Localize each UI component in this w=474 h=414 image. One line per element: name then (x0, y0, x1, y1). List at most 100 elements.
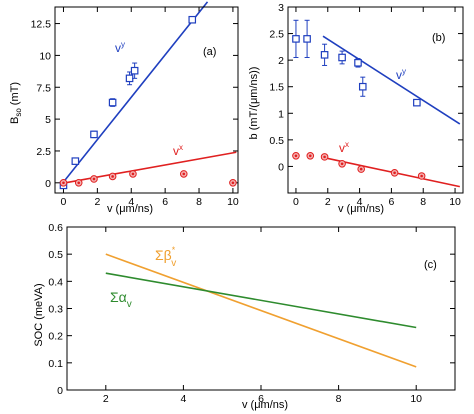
panel-a-ticks: 0 2 4 6 8 10 0 2.5 5 7.5 10 12.5 (31, 7, 239, 208)
panel-b-xtick-label: 8 (420, 196, 426, 208)
panel-b-series-1-point-core (359, 167, 363, 171)
panel-a-series-0-point (125, 74, 134, 83)
panel-a-series-0-point (71, 157, 80, 165)
panel-c-ytick-label: 0 (57, 385, 63, 397)
panel-a-xtick-label: 2 (94, 196, 100, 208)
panel-b-xtick-label: 4 (357, 196, 363, 208)
panel-a-ylabel-sub: so (14, 108, 23, 117)
panel-b: 0 2 4 6 8 10 0 0.5 1 1.5 2 2.5 3 (b) v (μm/ns) b (mT… (248, 2, 464, 215)
panel-b-ytick-label: 2.5 (269, 29, 284, 41)
panel-a-frame (54, 6, 239, 194)
panel-c-series-beta-label: Σβ* v (155, 245, 176, 269)
panel-b-series-1-point-core (340, 162, 344, 166)
panel-c-frame (66, 226, 456, 391)
panel-c-ytick-label: 0.6 (48, 222, 63, 234)
panel-a-series-0-point (108, 98, 117, 107)
panel-c-label: (c) (424, 259, 437, 271)
panel-c-ytick-label: 0.3 (48, 304, 63, 316)
panel-a-marks (59, 1, 237, 190)
panel-a-ylabel-main: B (9, 117, 21, 124)
panel-a-xtick-label: 10 (227, 196, 239, 208)
panel-c-ytick-label: 0.1 (48, 358, 63, 370)
panel-a-series-1-fit-line (61, 151, 237, 185)
panel-b-ytick-label: 1 (278, 108, 284, 120)
panel-c-marks (105, 253, 417, 368)
panel-b-series-0-point (320, 51, 329, 59)
panel-c-xtick-label: 6 (258, 393, 264, 405)
panel-a: 0 2 4 6 8 10 0 2.5 5 7.5 10 12.5 (a) v (μm/ns) Bso (… (9, 1, 239, 215)
panel-b-series-0-point (358, 82, 367, 91)
panel-b-series-1-point-core (294, 154, 298, 158)
panel-b-series-1-point-core (393, 171, 396, 175)
panel-b-series-0-point (338, 53, 346, 62)
panel-b-series-vx-label: vx (339, 140, 349, 155)
panel-a-ylabel: Bso (mT) (9, 82, 23, 124)
panel-a-ytick-label: 0 (45, 178, 51, 190)
panel-b-series-0-point (413, 98, 421, 107)
panel-c-series-0-line (105, 253, 417, 368)
panel-a-series-1-point-core (231, 181, 235, 185)
panel-a-xtick-label: 0 (61, 196, 67, 208)
panel-c-series-1-line (105, 272, 417, 329)
panel-a-series-0-point (90, 130, 98, 139)
panel-a-series-vy-label: vy (115, 40, 125, 55)
panel-b-xtick-label: 0 (293, 196, 299, 208)
panel-a-xtick-label: 8 (196, 196, 202, 208)
panel-b-series-1-point-core (323, 155, 326, 159)
panel-a-series-1-point-core (92, 177, 96, 181)
panel-b-series-0-fit-line (322, 35, 461, 125)
panel-b-xlabel: v (μm/ns) (338, 203, 384, 215)
panel-b-xtick-label: 10 (449, 196, 461, 208)
panel-b-ytick-label: 2 (278, 55, 284, 67)
panel-b-series-1-point-core (308, 154, 312, 158)
panel-b-xtick-label: 6 (388, 196, 394, 208)
panel-a-series-1-point-core (182, 172, 186, 176)
panel-a-series-0-point (130, 66, 139, 75)
panel-c-xtick-label: 10 (410, 393, 422, 405)
panel-c-xlabel: v (μm/ns) (242, 399, 288, 411)
panel-c-ytick-label: 0.5 (48, 249, 63, 261)
panel-a-xlabel: v (μm/ns) (107, 203, 153, 215)
panel-a-series-1-point-core (131, 172, 135, 176)
panel-c-xtick-label: 8 (336, 393, 342, 405)
panel-a-ytick-label: 2.5 (36, 146, 51, 158)
panel-a-xtick-label: 6 (162, 196, 168, 208)
panel-a-series-0-fit-line (61, 1, 209, 185)
panel-a-ytick-label: 10 (39, 50, 51, 62)
panel-a-ytick-label: 7.5 (36, 82, 51, 94)
panel-a-series-vx-label: vx (173, 143, 183, 158)
panel-c-ytick-label: 0.2 (48, 331, 63, 343)
panel-b-series-0-point (303, 35, 311, 43)
panel-b-ytick-label: 0 (278, 161, 284, 173)
panel-b-ticks: 0 2 4 6 8 10 0 0.5 1 1.5 2 2.5 3 (269, 2, 463, 208)
panel-b-frame (287, 6, 464, 194)
panel-b-series-0-point (354, 58, 362, 67)
panel-b-series-vy-label: vy (396, 67, 406, 82)
panel-a-series-1-point-core (111, 175, 114, 178)
panel-b-series-0-point (292, 35, 300, 43)
panel-b-ytick-label: 1.5 (269, 82, 284, 94)
panel-c-series-alpha-label: Σαv (110, 289, 132, 310)
panel-b-xtick-label: 2 (325, 196, 331, 208)
panel-b-ylabel: b (mT/(μm/ns)) (248, 67, 260, 140)
panel-a-label: (a) (203, 46, 216, 58)
panel-c-xtick-label: 4 (180, 393, 186, 405)
panel-b-marks (292, 19, 461, 188)
panel-b-ytick-label: 0.5 (269, 135, 284, 147)
panel-c-ytick-label: 0.4 (48, 276, 63, 288)
panel-a-ylabel-unit: (mT) (9, 82, 21, 105)
panel-c-ticks: 2 4 6 8 10 0 0.1 0.2 0.3 0.4 0.5 0.6 (48, 222, 455, 405)
panel-c-xtick-label: 2 (103, 393, 109, 405)
panel-a-xtick-label: 4 (128, 196, 134, 208)
panel-a-series-1-point-core (77, 181, 81, 185)
panel-a-ytick-label: 5 (45, 114, 51, 126)
panel-c-ylabel: SOC (meVA) (33, 283, 45, 346)
panel-b-ytick-label: 3 (278, 2, 284, 14)
panel-a-ytick-label: 12.5 (31, 19, 52, 31)
panel-b-label: (b) (432, 32, 445, 44)
panel-b-series-1-point-core (420, 174, 423, 178)
panel-a-series-0-point (188, 15, 197, 24)
panel-a-series-1-point-core (62, 181, 65, 185)
